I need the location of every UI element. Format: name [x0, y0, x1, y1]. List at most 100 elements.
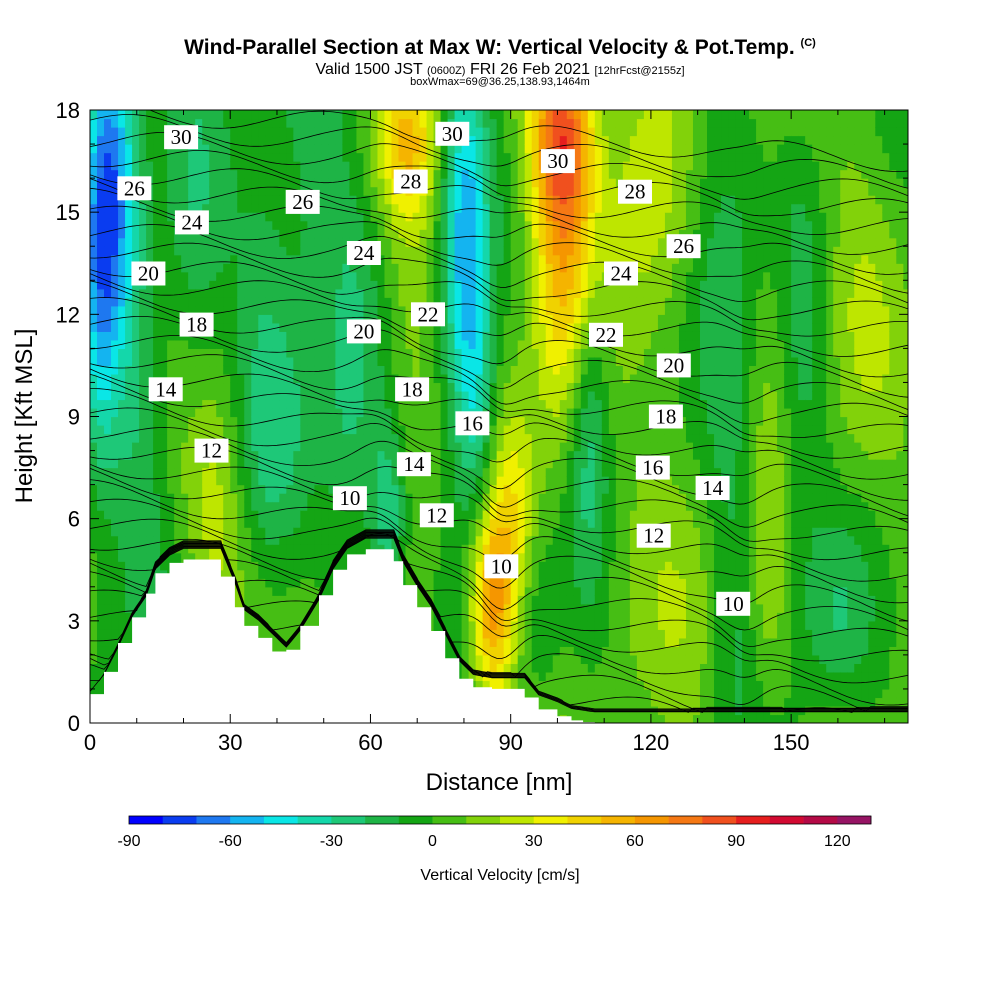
colorbar-tick-label: 30: [525, 833, 543, 850]
valid-time-utc: (0600Z): [426, 65, 466, 77]
y-axis-label: Height [Kft MSL]: [11, 329, 38, 504]
copyright-mark: (C): [800, 37, 816, 49]
y-tick-label: 6: [68, 507, 80, 532]
colorbar-tick-label: 120: [824, 833, 851, 850]
contour-label: 12: [636, 523, 671, 548]
contour-label: 24: [346, 241, 381, 265]
isentrope-line: [90, 529, 908, 647]
isentrope-line: [90, 261, 908, 337]
contour-label: 12: [194, 438, 229, 463]
contour-label: 30: [435, 121, 470, 146]
isentrope-line: [90, 518, 908, 631]
colorbar-frame: [128, 815, 872, 825]
colorbar-swatch: [533, 816, 568, 824]
contour-label: 18: [648, 404, 683, 429]
colorbar-swatch: [230, 816, 265, 824]
y-tick-label: 15: [56, 200, 80, 225]
contour-label: 22: [589, 322, 623, 347]
isentrope-line: [90, 242, 908, 321]
contour-label: 10: [332, 486, 367, 511]
colorbar-swatch: [668, 816, 703, 824]
isentrope-line: [90, 224, 908, 304]
contour-label: 16: [635, 455, 670, 480]
colorbar-swatch: [129, 816, 164, 824]
isentrope-line: [90, 316, 908, 410]
contour-label: 12: [419, 503, 454, 528]
isentrope-line: [148, 110, 908, 172]
contour-label: 14: [396, 452, 431, 477]
valid-date: FRI 26 Feb 2021: [469, 61, 591, 78]
contour-label: 10: [716, 591, 751, 616]
contour-label: 20: [346, 319, 381, 344]
colorbar-swatch: [803, 816, 838, 824]
colorbar-swatch: [398, 816, 433, 824]
colorbar-swatch: [331, 816, 366, 824]
contour-label: 26: [285, 189, 320, 214]
colorbar-swatch: [837, 816, 872, 824]
contour-label: 22: [411, 302, 445, 327]
contour-label: 28: [393, 169, 428, 194]
colorbar-swatch: [432, 816, 467, 824]
contour-label: 30: [164, 125, 199, 150]
isentrope-line: [90, 297, 908, 398]
axis-ticks: 0 30 60 90 120 150 0 3 6 9 12 15 18: [56, 98, 908, 755]
y-tick-label: 0: [68, 711, 80, 736]
x-tick-label: 90: [498, 730, 522, 755]
x-tick-label: 120: [633, 730, 670, 755]
contour-label: 10: [484, 554, 519, 579]
colorbar-swatch: [466, 816, 501, 824]
x-tick-label: 0: [84, 730, 96, 755]
colorbar-swatch: [601, 816, 636, 824]
contour-label: 18: [395, 377, 430, 402]
x-tick-label: 150: [773, 730, 810, 755]
terrain-mask: [90, 549, 908, 723]
colorbar-tick-label: -60: [219, 833, 242, 850]
y-tick-label: 12: [56, 302, 80, 327]
isentrope-line: [90, 463, 908, 561]
colorbar-swatch: [162, 816, 197, 824]
colorbar-swatch: [567, 816, 602, 824]
colorbar-label: Vertical Velocity [cm/s]: [420, 867, 579, 884]
x-axis-label: Distance [nm]: [426, 769, 573, 796]
y-tick-label: 3: [68, 609, 80, 634]
x-tick-label: 60: [358, 730, 382, 755]
isentrope-line: [90, 354, 908, 438]
isentrope-line: [90, 273, 908, 357]
colorbar-swatch: [500, 816, 535, 824]
y-tick-label: 9: [68, 405, 80, 430]
isentrope-line: [90, 498, 908, 622]
chart-title-text: Wind-Parallel Section at Max W: Vertical…: [184, 36, 795, 59]
contour-label: 20: [656, 353, 691, 378]
colorbar-swatch: [769, 816, 804, 824]
isentrope-line: [90, 335, 908, 425]
y-tick-label: 18: [56, 98, 80, 123]
contour-label: 24: [604, 261, 638, 286]
colorbar-swatch: [634, 816, 669, 824]
contour-label: 26: [117, 176, 152, 201]
box-wmax-info: boxWmax=69@36.25,138.93,1464m: [410, 76, 590, 88]
isentrope-line: [90, 178, 908, 255]
colorbar-tick-label: 90: [727, 833, 745, 850]
x-tick-label: 30: [218, 730, 242, 755]
isentrope-line: [90, 388, 908, 501]
isentrope-line: [90, 373, 908, 480]
isentrope-line: [90, 530, 908, 662]
contour-label: 28: [618, 179, 652, 204]
colorbar-tick-label: -90: [117, 833, 140, 850]
isentrope-line: [90, 407, 908, 517]
isentrope-line: [90, 168, 908, 236]
isentrope-line: [90, 280, 908, 378]
isentrope-line: [90, 114, 908, 189]
isentrope-line: [90, 467, 908, 582]
contour-labels: 30 26 24 26 20 18 14 12 24 20 28 30 22 18 16 14 10 12 10 30…: [117, 121, 751, 616]
chart-title: Wind-Parallel Section at Max W: Vertical…: [0, 36, 1000, 60]
colorbar-tick-label: -30: [320, 833, 343, 850]
forecast-info: [12hrFcst@2155z]: [594, 65, 685, 77]
isentrope-line: [90, 531, 908, 684]
colorbar-swatch: [297, 816, 332, 824]
isentrope-line: [90, 150, 908, 217]
colorbar-swatch: [736, 816, 771, 824]
isentrope-line: [90, 205, 908, 294]
isentrope-line: [90, 368, 908, 459]
isentrope-line: [90, 187, 908, 275]
